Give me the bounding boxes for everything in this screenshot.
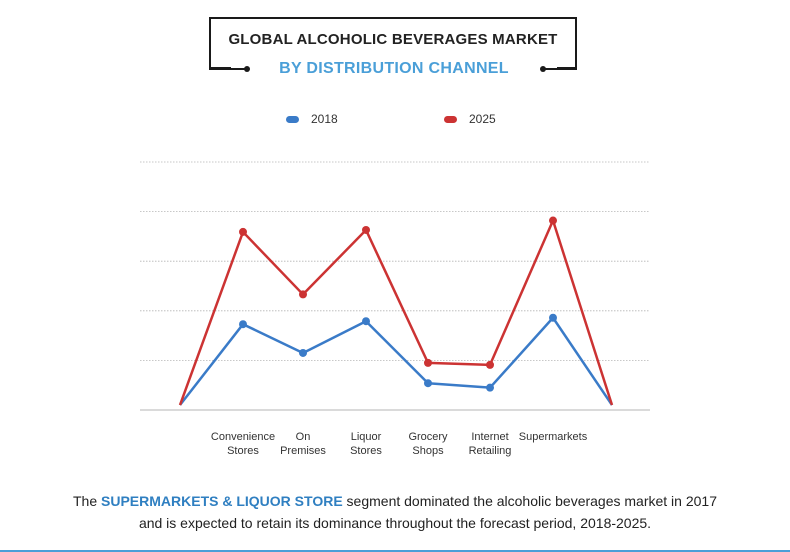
data-point-2018 (299, 348, 307, 357)
subtitle-left-dash (209, 68, 245, 70)
data-point-2018 (239, 320, 247, 329)
x-tick-label-line: Premises (280, 445, 326, 457)
x-tick-label-line: Shops (412, 445, 444, 457)
data-point-2025 (362, 225, 370, 234)
data-point-2025 (486, 360, 494, 369)
series-line-2018 (179, 316, 614, 406)
x-tick-label-line: Internet (471, 431, 509, 443)
x-tick-label-line: Retailing (468, 445, 512, 457)
data-point-2018 (424, 379, 432, 388)
x-tick-label-line: On (295, 431, 311, 443)
subtitle-background (231, 58, 557, 80)
subtitle-right-dot (540, 66, 546, 72)
series-line-2025 (178, 219, 614, 406)
caption-rest: segment dominated the alcoholic beverage… (342, 493, 717, 509)
x-tick-label-line: Supermarkets (518, 431, 588, 443)
legend-item-2018: 2018 (286, 112, 338, 126)
caption: The SUPERMARKETS & LIQUOR STORE segment … (0, 490, 790, 534)
caption-prefix: The (72, 493, 101, 509)
x-tick-label: On Premises (263, 430, 343, 458)
x-tick-label-line: Grocery (408, 431, 448, 443)
legend-label-2018: 2018 (311, 112, 338, 126)
data-point-2025 (299, 290, 307, 299)
legend-swatch-2025 (444, 115, 457, 123)
subtitle-right-dash (545, 68, 577, 70)
data-point-2025 (424, 358, 432, 367)
chart-title: GLOBAL ALCOHOLIC BEVERAGES MARKET (228, 31, 558, 48)
x-tick-label-line: Stores (350, 445, 382, 457)
caption-line-1: The SUPERMARKETS & LIQUOR STORE segment … (0, 490, 790, 512)
caption-line-2: and is expected to retain its dominance … (138, 515, 652, 531)
x-tick-label: Internet Retailing (450, 430, 530, 458)
subtitle-left-dot (244, 66, 250, 72)
x-tick-label: Supermarkets (513, 430, 593, 444)
data-point-2018 (486, 383, 494, 392)
data-point-2025 (549, 216, 557, 225)
caption-highlight: SUPERMARKETS & LIQUOR STORE (101, 493, 343, 509)
legend-swatch-2018 (286, 115, 299, 123)
legend-label-2025: 2025 (469, 112, 496, 126)
x-tick-label-line: Convenience (210, 431, 276, 443)
legend-item-2025: 2025 (444, 112, 496, 126)
x-tick-label: Liquor Stores (326, 430, 406, 458)
x-tick-label: Convenience Stores (203, 430, 283, 458)
data-point-2018 (362, 317, 370, 326)
x-tick-label-line: Liquor (350, 431, 382, 443)
x-tick-label-line: Stores (227, 445, 259, 457)
data-point-2025 (239, 227, 247, 236)
bottom-rule (0, 550, 790, 552)
data-point-2018 (549, 313, 557, 322)
chart-subtitle: BY DISTRIBUTION CHANNEL (279, 60, 509, 77)
x-tick-label: Grocery Shops (388, 430, 468, 458)
